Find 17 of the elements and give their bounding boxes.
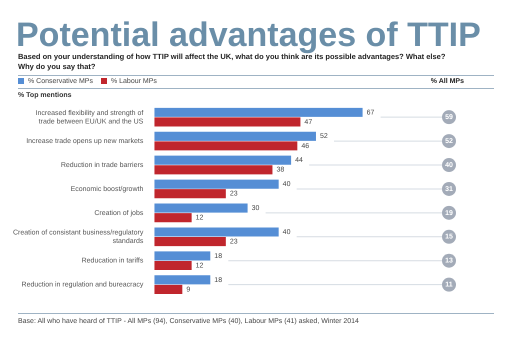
bar [154, 260, 192, 270]
bar [154, 189, 226, 198]
bar [154, 180, 279, 189]
bar [154, 251, 210, 260]
bar [154, 227, 279, 237]
bar [154, 117, 300, 126]
bar [154, 165, 272, 174]
bar [154, 132, 316, 141]
bar [154, 275, 210, 284]
bar [154, 237, 226, 246]
bar [154, 284, 182, 294]
bar [154, 204, 248, 213]
bar [154, 108, 363, 117]
bar [154, 141, 298, 150]
bar [154, 156, 292, 165]
bar [154, 213, 192, 222]
chart-title: Potential advantages of TTIP [16, 16, 481, 54]
